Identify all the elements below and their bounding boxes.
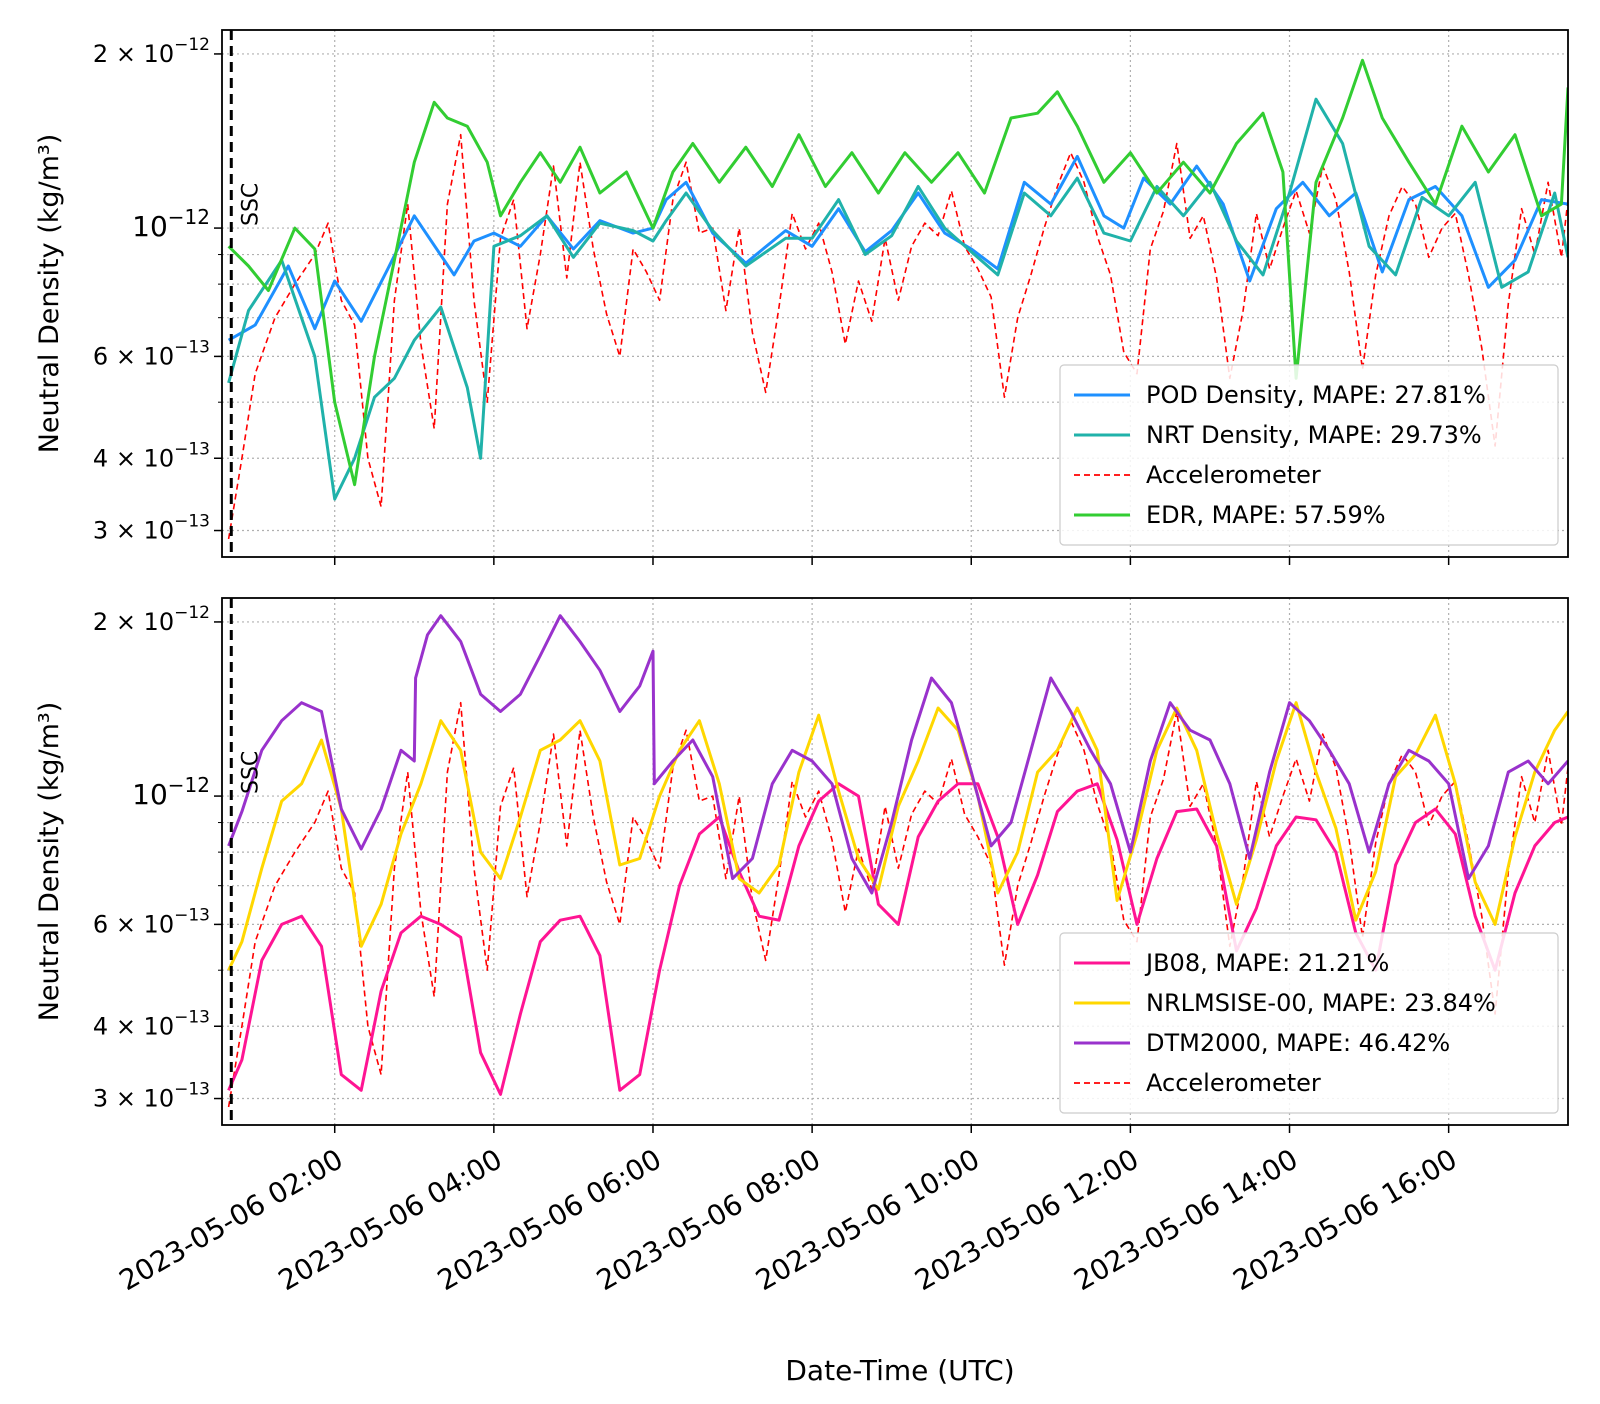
legend-entry: NRT Density, MAPE: 29.73%: [1146, 421, 1482, 449]
ssc-label: SSC: [238, 183, 263, 226]
y-tick-label: 4 × 10−13: [93, 1007, 210, 1040]
axes-frame: [221, 597, 1569, 1126]
legend-entry: JB08, MAPE: 21.21%: [1144, 949, 1389, 977]
y-tick-label: 3 × 10−13: [93, 1080, 210, 1113]
series-group: [227, 614, 1568, 1108]
y-tick-label: 10−12: [132, 205, 210, 243]
legend-entry: EDR, MAPE: 57.59%: [1146, 501, 1386, 529]
y-tick-label: 6 × 10−13: [93, 337, 210, 370]
series-line-dtm2000: [227, 614, 1568, 895]
bottom-panel: 2 × 10−12 10−12 6 × 10−13 4 × 10−13 3 × 10−1…: [34, 597, 1569, 1297]
y-tick-label: 2 × 10−12: [93, 35, 210, 68]
y-axis-label: Neutral Density (kg/m³): [34, 134, 65, 454]
top-panel: 2 × 10−12 10−12 6 × 10−13 4 × 10−13 3 × 10−1…: [34, 29, 1569, 565]
ssc-label: SSC: [238, 751, 263, 794]
y-tick-label: 4 × 10−13: [93, 439, 210, 472]
legend-box: [1059, 364, 1559, 546]
axes-frame: [221, 29, 1569, 558]
y-tick-label: 3 × 10−13: [93, 512, 210, 545]
series-line-accelerometer: [227, 701, 1568, 1108]
y-tick-label: 10−12: [132, 773, 210, 811]
series-line-nrlmsise-00: [227, 701, 1568, 971]
y-tick-label: 6 × 10−13: [93, 905, 210, 938]
legend-entry: DTM2000, MAPE: 46.42%: [1146, 1029, 1450, 1057]
legend-entry: Accelerometer: [1146, 1069, 1321, 1097]
y-tick-label: 2 × 10−12: [93, 603, 210, 636]
legend-entry: Accelerometer: [1146, 461, 1321, 489]
series-line-edr: [227, 58, 1568, 487]
y-axis-label: Neutral Density (kg/m³): [34, 702, 65, 1022]
legend-entry: POD Density, MAPE: 27.81%: [1146, 381, 1486, 409]
legend-box: [1059, 932, 1559, 1114]
series-group: [227, 58, 1568, 540]
x-axis-label: Date-Time (UTC): [785, 1354, 1014, 1387]
series-line-accelerometer: [227, 133, 1568, 540]
series-line-pod-density: [227, 154, 1568, 342]
legend-entry: NRLMSISE-00, MAPE: 23.84%: [1146, 989, 1496, 1017]
series-line-nrt-density: [227, 97, 1568, 501]
series-line-jb08: [227, 782, 1568, 1096]
